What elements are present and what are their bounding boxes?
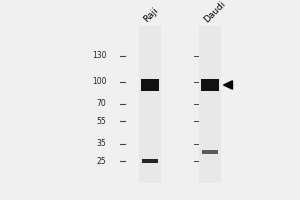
Text: 100: 100 (92, 77, 106, 86)
Bar (139, 26, 161, 183)
Text: 35: 35 (97, 140, 106, 148)
Bar (199, 26, 221, 183)
Text: Daudi: Daudi (202, 0, 227, 24)
Bar (142, 159, 158, 163)
Text: 130: 130 (92, 51, 106, 60)
Text: 70: 70 (97, 99, 106, 108)
Bar (202, 150, 218, 154)
Bar (141, 79, 159, 91)
Text: Raji: Raji (142, 6, 160, 24)
Polygon shape (224, 81, 232, 89)
Bar (201, 79, 219, 91)
Text: 25: 25 (97, 156, 106, 166)
Text: 55: 55 (97, 116, 106, 126)
